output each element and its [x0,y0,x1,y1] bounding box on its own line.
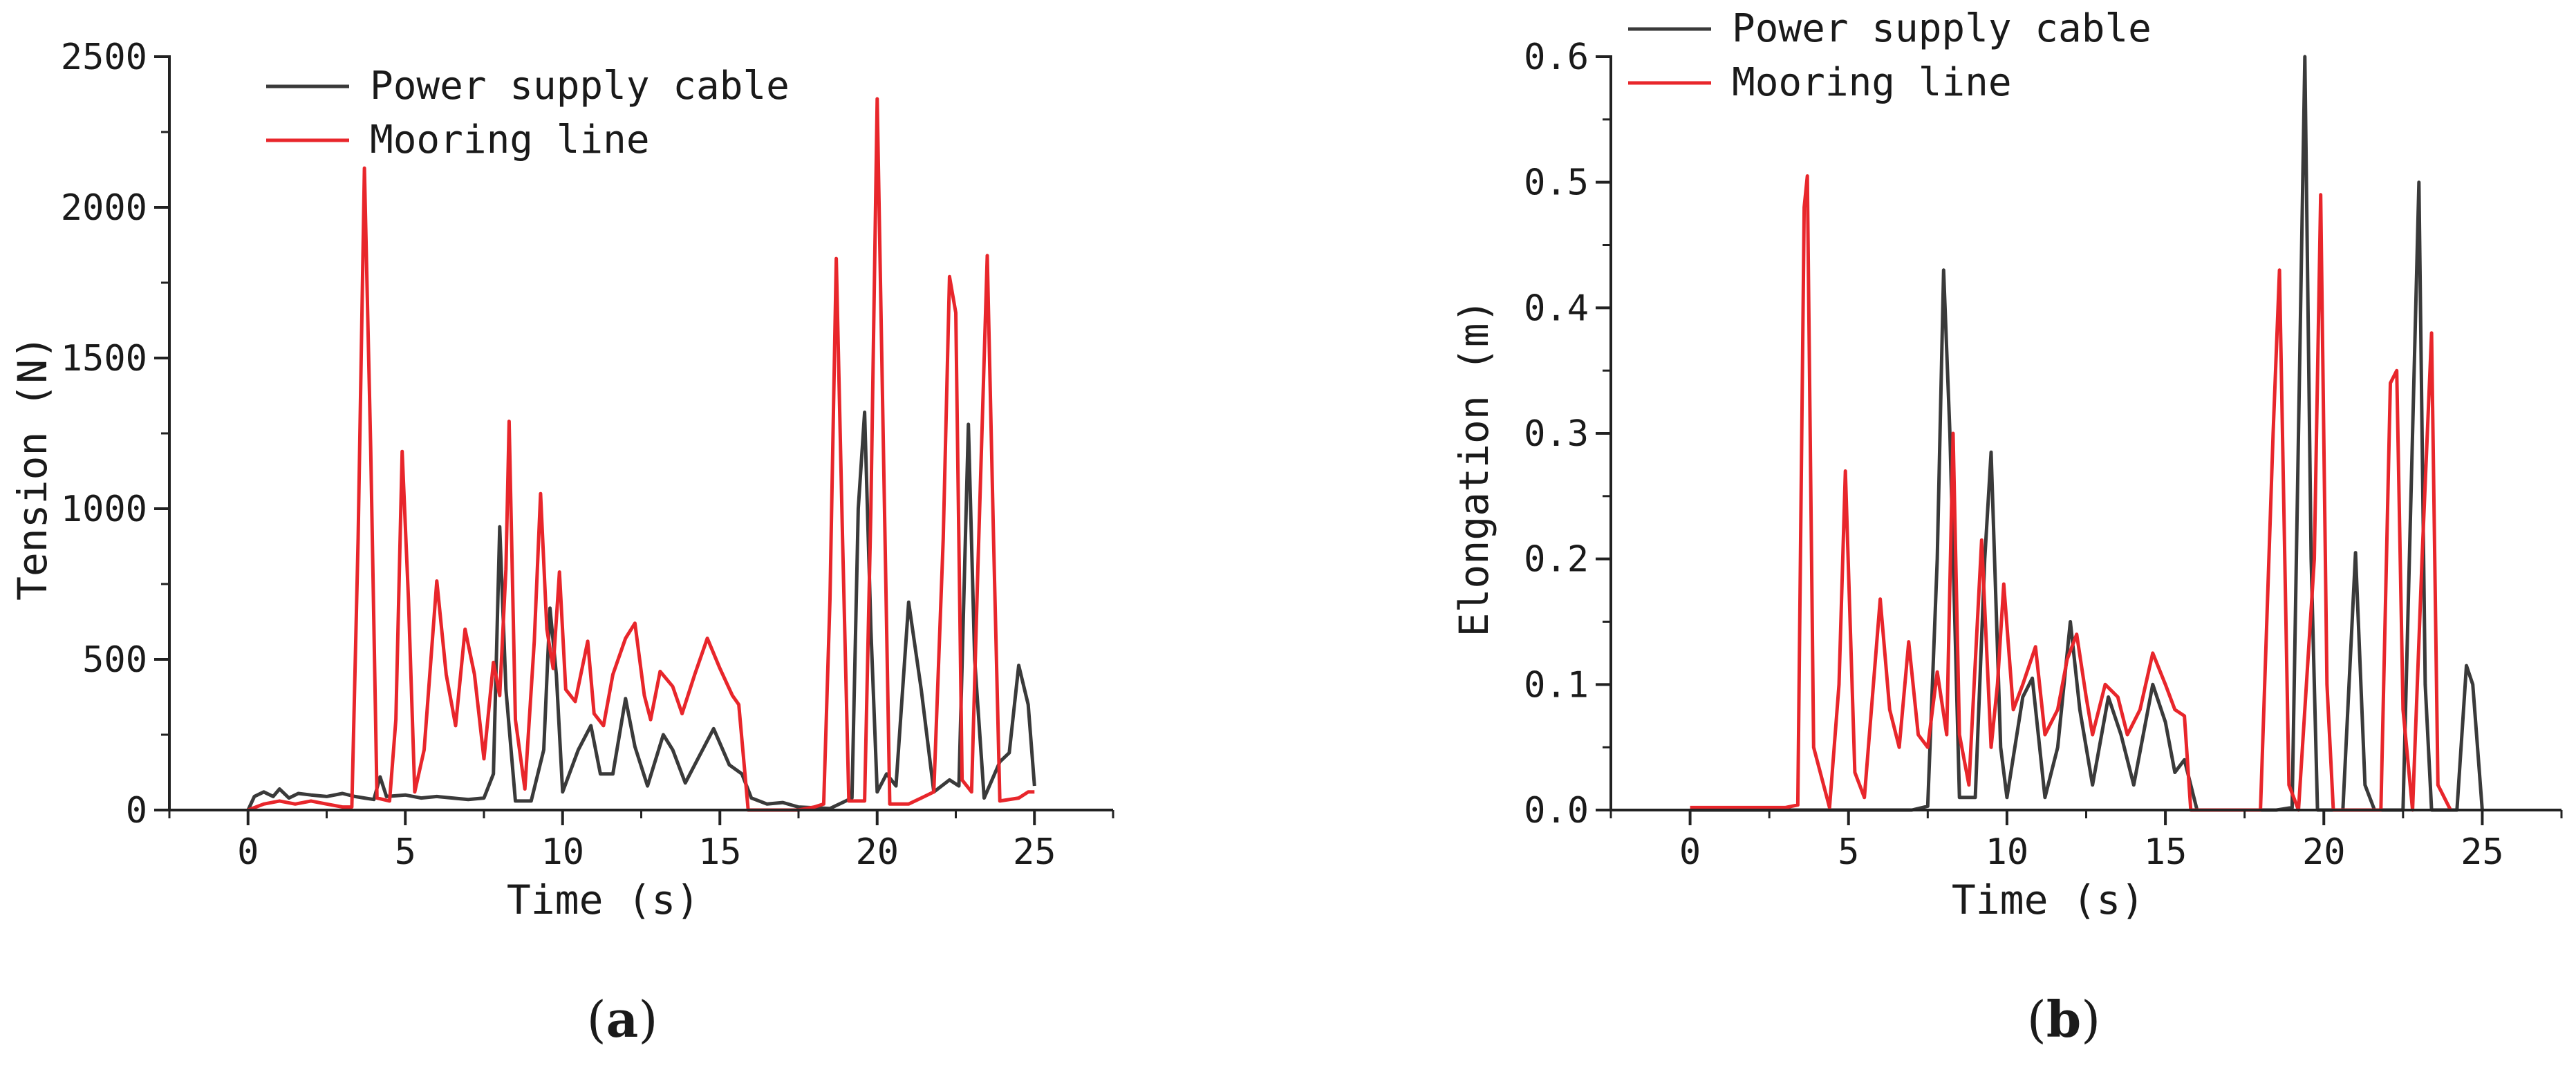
legend: Power supply cable Mooring line [1628,6,2152,105]
ticks-layer: 0 5 10 15 20 25 0.0 0.1 0.2 0.3 0.4 0.5 0.6 [1524,37,2563,873]
panel-label-a: (a) [587,990,658,1049]
y-tick-label: 0.1 [1524,664,1589,706]
x-tick-label: 20 [855,831,899,873]
x-tick-label: 10 [541,831,584,873]
series-line-power-supply-cable [1690,55,2484,812]
panel-label-b: (b) [2027,990,2101,1049]
series-line-power-supply-cable [246,411,1036,811]
y-tick-label: 2500 [61,37,147,78]
y-axis-title: Tension (N) [9,335,56,601]
y-tick-label: 0.4 [1524,288,1589,329]
legend-label-mooring-line: Mooring line [370,117,650,162]
x-tick-label: 25 [2461,831,2504,873]
x-axis-title: Time (s) [507,876,700,923]
series-layer [246,97,1036,812]
legend-label-mooring-line: Mooring line [1732,60,2012,105]
series-layer [1690,55,2484,812]
x-tick-label: 0 [237,831,259,873]
legend: Power supply cable Mooring line [266,64,790,162]
x-tick-label: 5 [1838,831,1859,873]
x-tick-label: 5 [395,831,416,873]
chart-panel-b: 0 5 10 15 20 25 0.0 0.1 0.2 0.3 0.4 0.5 0.6 Time (s)… [1450,6,2563,1049]
series-line-mooring-line [247,97,1035,812]
y-tick-label: 0.0 [1524,790,1589,831]
y-tick-label: 0.3 [1524,413,1589,455]
y-tick-label: 0.5 [1524,162,1589,204]
y-tick-label: 0.2 [1524,539,1589,581]
series-line-mooring-line [1690,174,2452,812]
y-axis-title: Elongation (m) [1450,299,1497,637]
y-tick-label: 0.6 [1524,37,1589,78]
legend-label-power-supply-cable: Power supply cable [370,64,790,109]
x-tick-label: 15 [698,831,742,873]
x-tick-label: 10 [1986,831,2029,873]
x-tick-label: 20 [2302,831,2346,873]
y-tick-label: 0 [126,790,147,831]
x-axis-title: Time (s) [1952,876,2145,923]
ticks-layer: 0 5 10 15 20 25 0 500 1000 1500 2000 2500 [61,37,1114,873]
y-tick-label: 1000 [61,489,147,530]
y-tick-label: 500 [82,639,147,681]
y-tick-label: 1500 [61,338,147,379]
legend-label-power-supply-cable: Power supply cable [1732,6,2152,51]
x-tick-label: 25 [1013,831,1056,873]
y-tick-label: 2000 [61,187,147,229]
x-tick-label: 15 [2144,831,2187,873]
x-tick-label: 0 [1679,831,1701,873]
